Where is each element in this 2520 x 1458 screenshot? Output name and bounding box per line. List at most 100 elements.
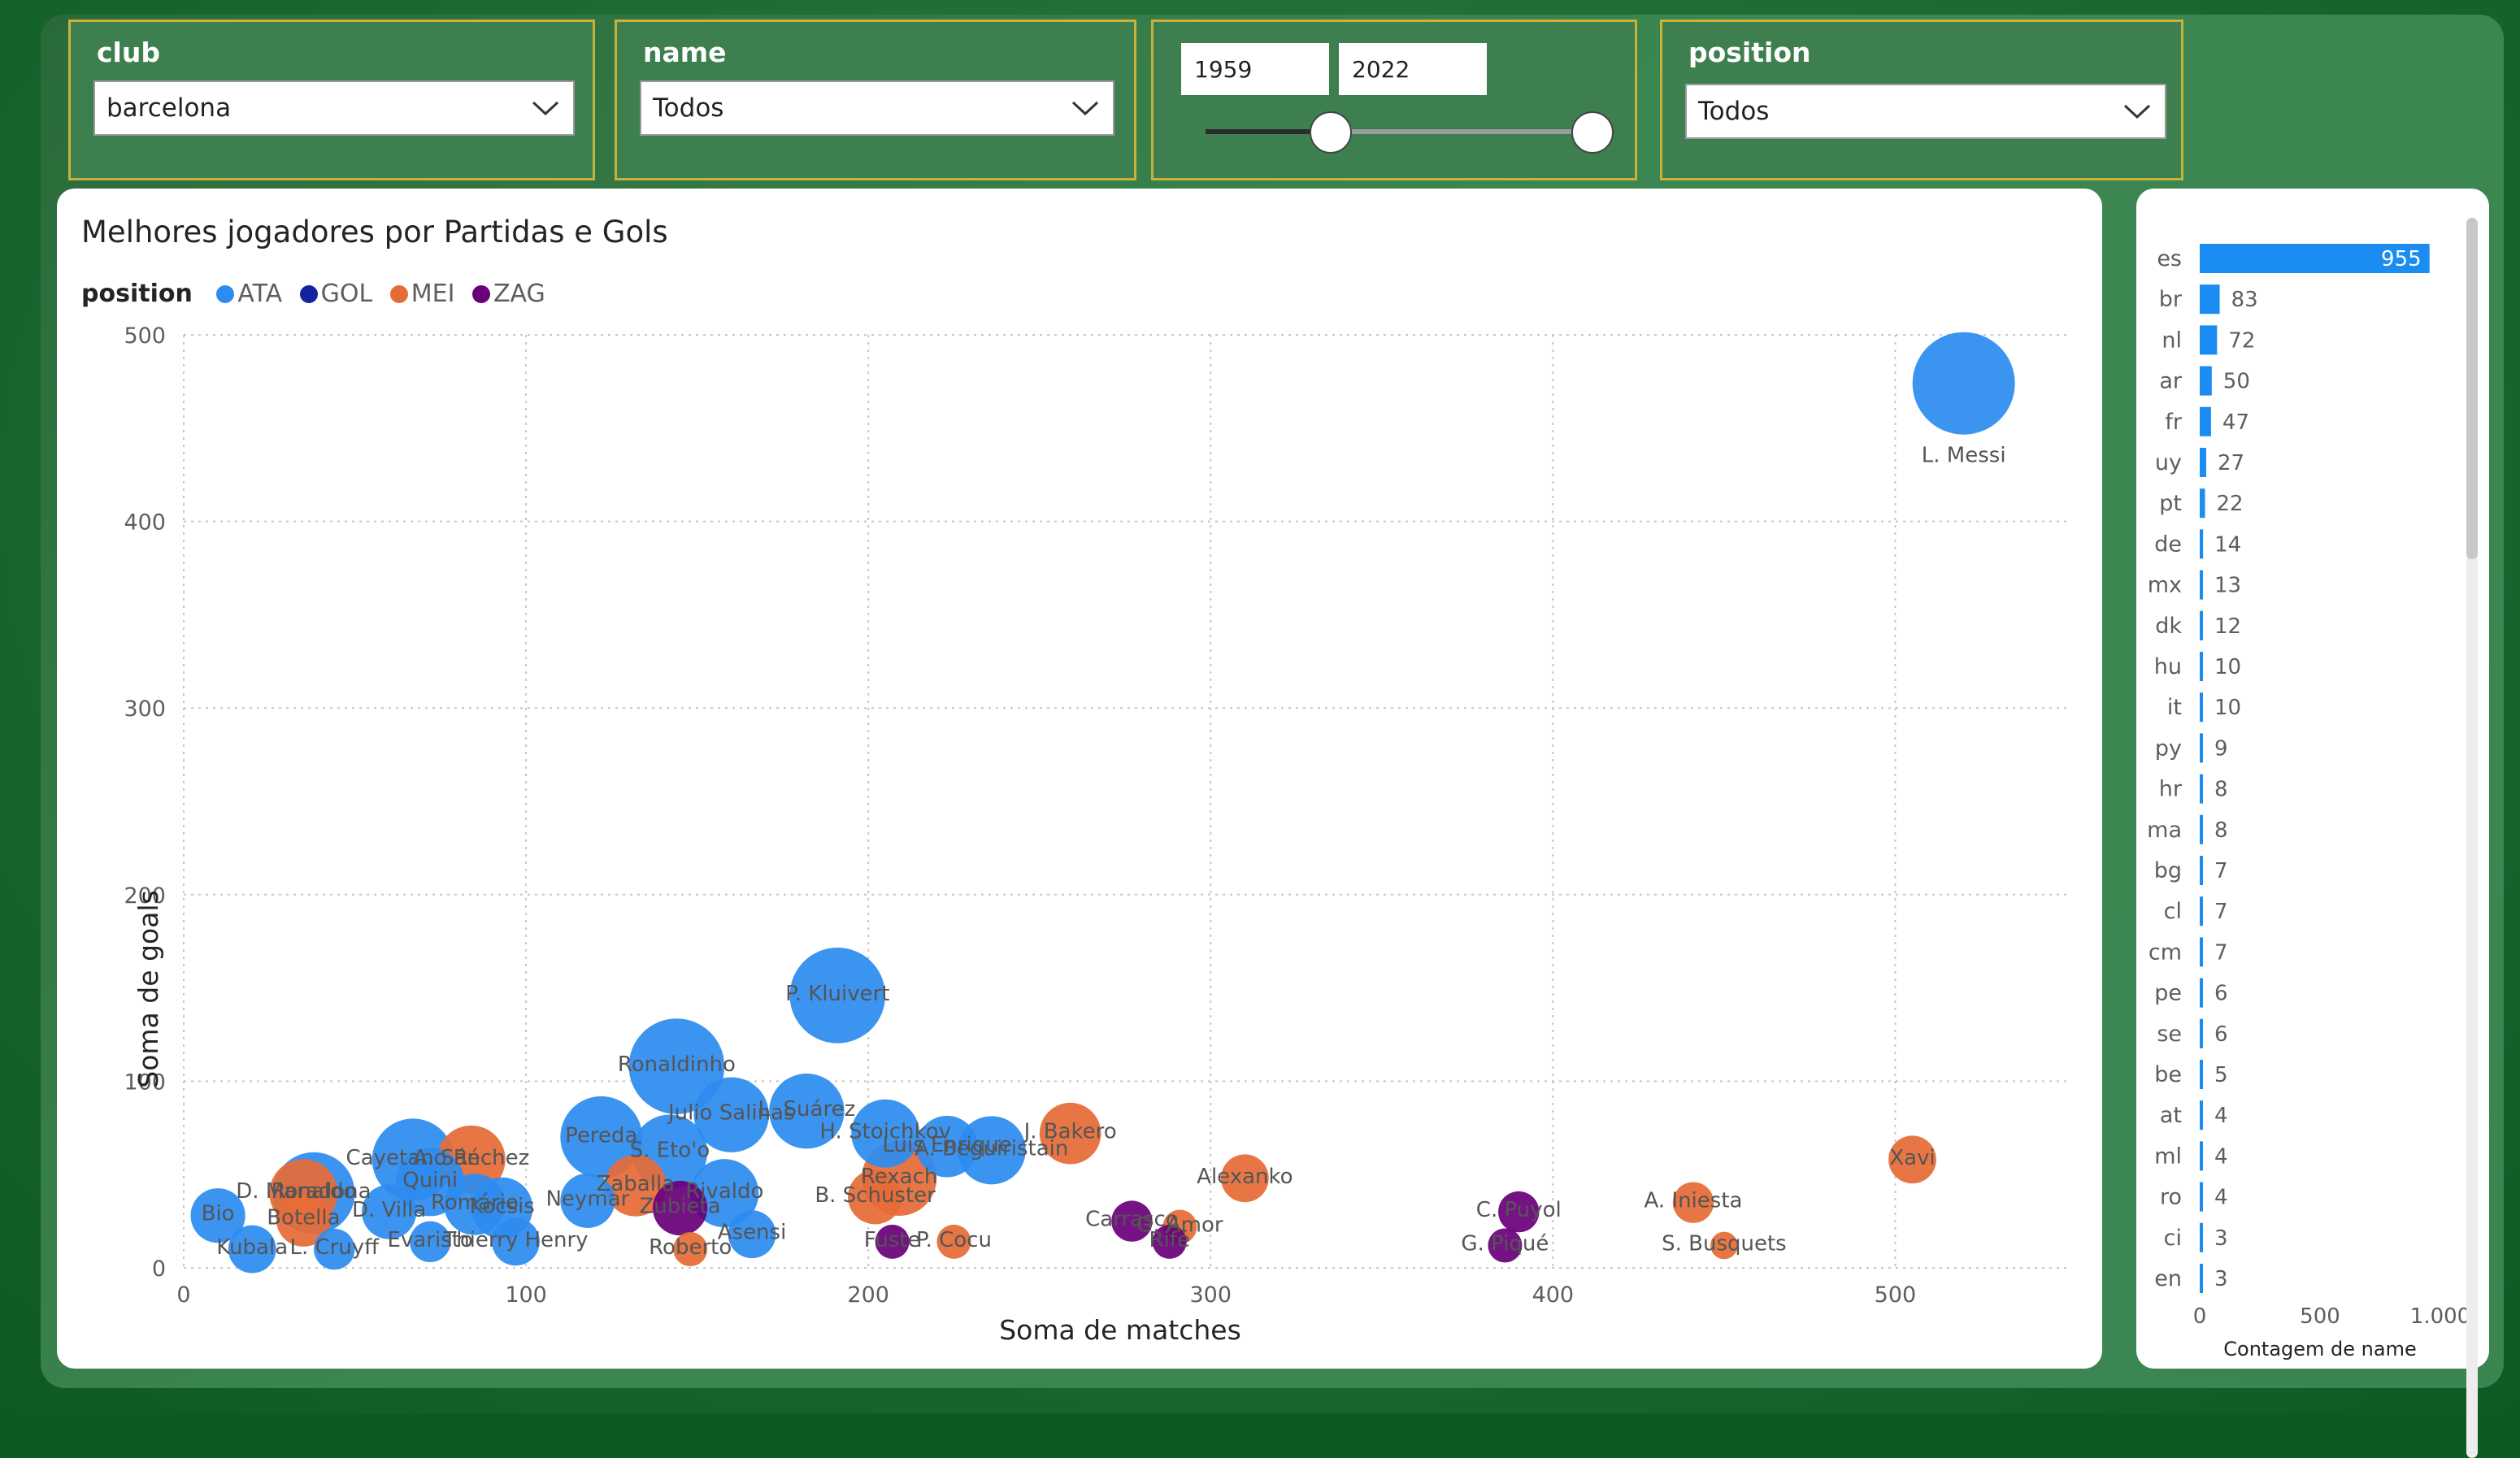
nationality-bar[interactable] bbox=[2200, 1060, 2203, 1089]
bubble-point[interactable] bbox=[190, 1188, 245, 1243]
bubble-point[interactable] bbox=[848, 1169, 903, 1225]
year-range-track[interactable] bbox=[1206, 129, 1599, 134]
bubble-point[interactable] bbox=[1498, 1191, 1540, 1233]
bubble-point[interactable] bbox=[789, 947, 886, 1044]
bubble-point[interactable] bbox=[936, 1224, 971, 1259]
category-label: se bbox=[2157, 1022, 2182, 1047]
category-label: nl bbox=[2162, 328, 2182, 353]
nationality-bar[interactable] bbox=[2200, 774, 2203, 804]
bubble-point[interactable] bbox=[276, 1191, 331, 1247]
nationality-bar[interactable] bbox=[2200, 366, 2212, 396]
bubble-label: A. Iniesta bbox=[1645, 1189, 1743, 1213]
legend-item-zag[interactable]: ZAG bbox=[472, 280, 545, 308]
bubble-label: Cayetano Ré bbox=[346, 1146, 480, 1170]
year-start-value: 1959 bbox=[1194, 56, 1253, 83]
bubble-point[interactable] bbox=[1672, 1182, 1714, 1223]
bubble-point[interactable] bbox=[314, 1228, 355, 1270]
nationality-bar[interactable] bbox=[2200, 284, 2220, 315]
nationality-bar[interactable] bbox=[2200, 814, 2203, 844]
bubble-point[interactable] bbox=[492, 1217, 540, 1266]
bubble-point[interactable] bbox=[875, 1224, 910, 1259]
value-label: 12 bbox=[2214, 614, 2241, 639]
nationality-bar[interactable] bbox=[2200, 406, 2211, 436]
bubble-point[interactable] bbox=[1220, 1154, 1269, 1203]
name-dropdown[interactable]: Todos bbox=[640, 80, 1114, 136]
bubble-label: Thierry Henry bbox=[442, 1228, 588, 1252]
nationality-bar[interactable] bbox=[2200, 896, 2203, 926]
value-label: 7 bbox=[2214, 940, 2228, 965]
year-start-handle[interactable] bbox=[1310, 111, 1352, 154]
bubble-point[interactable] bbox=[1710, 1231, 1738, 1260]
nationality-bar[interactable] bbox=[2200, 733, 2203, 763]
nationality-bar[interactable] bbox=[2200, 978, 2203, 1008]
bubble-label: D. Villa bbox=[352, 1198, 426, 1222]
nationality-bar[interactable] bbox=[2200, 1100, 2203, 1130]
position-dropdown[interactable]: Todos bbox=[1685, 84, 2166, 139]
bubble-point[interactable] bbox=[409, 1221, 451, 1263]
nationality-bar[interactable] bbox=[2200, 448, 2206, 477]
nationality-bar[interactable] bbox=[2200, 1264, 2203, 1293]
nationality-bar[interactable] bbox=[2200, 610, 2203, 640]
bubble-point[interactable] bbox=[916, 1115, 978, 1178]
bubble-label: Zaballa bbox=[597, 1172, 676, 1196]
nationality-bar[interactable] bbox=[2200, 652, 2203, 681]
bubble-chart-card: Melhores jogadores por Partidas e Gols p… bbox=[57, 189, 2102, 1369]
nationality-bar[interactable] bbox=[2200, 937, 2203, 967]
bubble-point[interactable] bbox=[1488, 1228, 1523, 1263]
bubble-point[interactable] bbox=[1152, 1224, 1187, 1259]
legend-dot-gol bbox=[299, 285, 318, 303]
x-tick-label: 200 bbox=[847, 1282, 889, 1308]
bubble-point[interactable] bbox=[362, 1184, 417, 1239]
legend-dot-ata bbox=[216, 285, 235, 303]
bubble-point[interactable] bbox=[1039, 1102, 1101, 1165]
bubble-point[interactable] bbox=[769, 1073, 845, 1149]
legend-item-gol[interactable]: GOL bbox=[299, 280, 372, 308]
bubble-point[interactable] bbox=[444, 1174, 506, 1235]
bubble-point[interactable] bbox=[1111, 1200, 1153, 1242]
bubble-point[interactable] bbox=[728, 1210, 776, 1259]
year-end-handle[interactable] bbox=[1571, 111, 1614, 154]
bubble-chart-ticks: 0 100 200 300 400 500 0 100 200 300 400 500 bbox=[124, 323, 1916, 1308]
bubble-point[interactable] bbox=[560, 1096, 643, 1178]
bubble-point[interactable] bbox=[1912, 332, 2015, 435]
bubble-point[interactable] bbox=[228, 1225, 276, 1274]
bubble-point[interactable] bbox=[605, 1155, 667, 1217]
bubble-point[interactable] bbox=[690, 1159, 759, 1228]
club-slicer-title: club bbox=[97, 37, 160, 68]
category-label: br bbox=[2159, 287, 2183, 312]
nationality-bar[interactable] bbox=[2200, 570, 2203, 600]
nationality-bar[interactable] bbox=[2200, 244, 2430, 273]
value-label: 955 bbox=[2381, 247, 2422, 271]
bubble-point[interactable] bbox=[560, 1173, 615, 1228]
value-label: 47 bbox=[2222, 410, 2249, 435]
nationality-bar[interactable] bbox=[2200, 856, 2203, 885]
nationality-scrollbar[interactable] bbox=[2466, 218, 2478, 1458]
bubble-point[interactable] bbox=[628, 1018, 725, 1114]
nationality-bar[interactable] bbox=[2200, 488, 2205, 519]
nationality-scrollbar-thumb[interactable] bbox=[2466, 218, 2478, 559]
category-label: dk bbox=[2155, 614, 2182, 639]
bubble-point[interactable] bbox=[851, 1099, 920, 1168]
legend-item-mei[interactable]: MEI bbox=[389, 280, 454, 308]
bubble-label: Zubieta bbox=[640, 1195, 721, 1219]
nationality-bar[interactable] bbox=[2200, 1222, 2203, 1252]
bubble-point[interactable] bbox=[1888, 1135, 1936, 1184]
nationality-bar[interactable] bbox=[2200, 325, 2218, 355]
value-label: 3 bbox=[2214, 1267, 2228, 1291]
name-slicer-title: name bbox=[643, 37, 727, 68]
year-start-input[interactable]: 1959 bbox=[1181, 43, 1329, 95]
nationality-bar[interactable] bbox=[2200, 1018, 2203, 1048]
club-dropdown[interactable]: barcelona bbox=[93, 80, 575, 136]
nationality-bar[interactable] bbox=[2200, 529, 2204, 559]
bubble-point[interactable] bbox=[693, 1077, 769, 1152]
nationality-bar[interactable] bbox=[2200, 692, 2203, 722]
year-end-input[interactable]: 2022 bbox=[1339, 43, 1487, 95]
bubble-chart-plot[interactable]: 0 100 200 300 400 500 0 100 200 300 400 500 L. Mess… bbox=[57, 189, 2102, 1369]
nationality-bar[interactable] bbox=[2200, 1141, 2203, 1171]
nationality-bar[interactable] bbox=[2200, 1182, 2203, 1212]
legend-label-ata: ATA bbox=[237, 280, 283, 308]
legend-item-ata[interactable]: ATA bbox=[216, 280, 282, 308]
bubble-point[interactable] bbox=[652, 1180, 708, 1236]
bubble-point[interactable] bbox=[673, 1232, 708, 1267]
